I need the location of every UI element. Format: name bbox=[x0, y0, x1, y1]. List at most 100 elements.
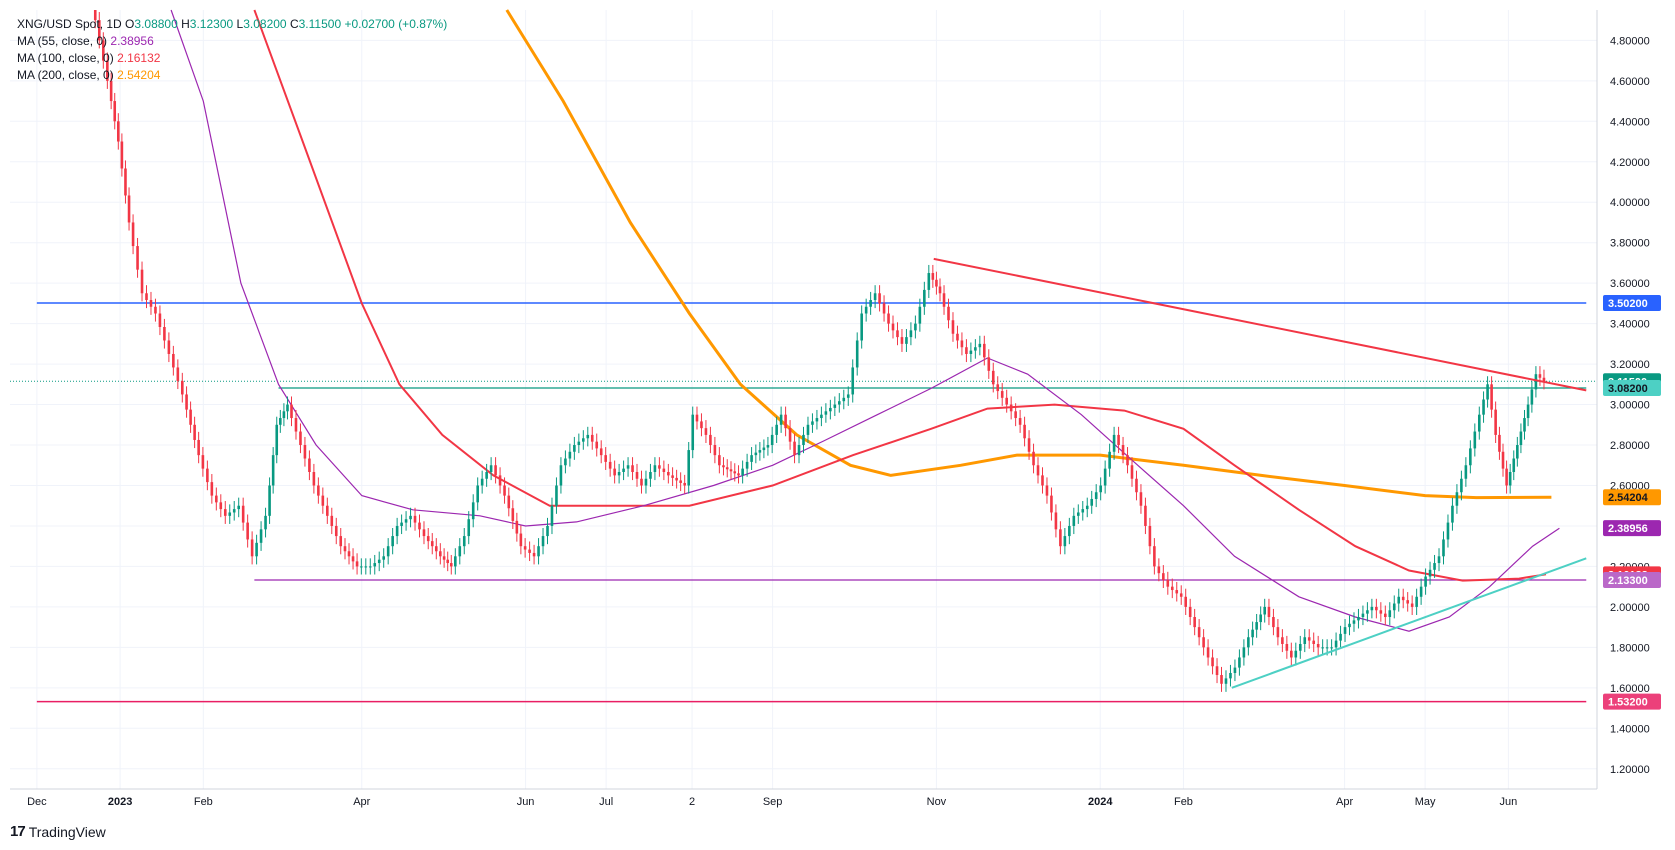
candle-body bbox=[507, 495, 511, 509]
candle-body bbox=[1339, 633, 1342, 641]
candle-body bbox=[1505, 468, 1508, 486]
candle-body bbox=[1352, 620, 1356, 624]
candle-body bbox=[754, 452, 758, 456]
candle-body bbox=[1081, 509, 1085, 513]
candle-body bbox=[537, 546, 540, 557]
candle-body bbox=[1526, 404, 1530, 419]
candle-body bbox=[1477, 414, 1481, 432]
candle-body bbox=[653, 465, 657, 473]
candle-body bbox=[1018, 418, 1022, 425]
candle-body bbox=[279, 418, 282, 425]
candle-body bbox=[1063, 536, 1067, 547]
brand-name: TradingView bbox=[28, 823, 106, 840]
candle-body bbox=[326, 505, 329, 516]
candle-body bbox=[1014, 411, 1017, 419]
candle-body bbox=[286, 404, 289, 412]
candle-body bbox=[290, 404, 293, 419]
candle-body bbox=[193, 424, 196, 440]
candle-body bbox=[631, 465, 634, 473]
candle-body bbox=[1361, 613, 1365, 618]
candle-body bbox=[1242, 647, 1246, 658]
candle-body bbox=[683, 482, 686, 486]
candle-body bbox=[788, 428, 792, 442]
candle-body bbox=[382, 556, 386, 560]
legend-high-label: H bbox=[181, 17, 190, 31]
candle-body bbox=[586, 434, 590, 439]
legend-symbol[interactable]: XNG/USD Spot, 1D bbox=[17, 17, 122, 31]
candle-body bbox=[255, 542, 258, 557]
legend-ma55-value: 2.38956 bbox=[110, 34, 154, 48]
candle-body bbox=[1162, 573, 1165, 580]
legend-ma100-row[interactable]: MA (100, close, 0) 2.16132 bbox=[17, 50, 447, 67]
candle-body bbox=[695, 414, 699, 422]
y-tick-label: 4.00000 bbox=[1610, 197, 1650, 209]
candle-body bbox=[758, 450, 762, 453]
candle-body bbox=[577, 441, 581, 446]
candle-body bbox=[317, 485, 320, 496]
x-tick-label: Sep bbox=[763, 796, 783, 808]
candle-body bbox=[1179, 593, 1183, 597]
candle-body bbox=[779, 414, 783, 425]
candle-body bbox=[228, 512, 232, 516]
candle-body bbox=[201, 455, 205, 469]
candle-body bbox=[820, 414, 823, 419]
legend-ma200-row[interactable]: MA (200, close, 0) 2.54204 bbox=[17, 67, 447, 84]
candle-body bbox=[838, 401, 841, 405]
candle-body bbox=[1401, 596, 1405, 601]
candle-body bbox=[604, 455, 607, 462]
candle-body bbox=[303, 445, 307, 459]
candle-body bbox=[679, 480, 682, 483]
candle-body bbox=[1036, 465, 1040, 476]
candle-body bbox=[189, 409, 192, 425]
y-tick-label: 4.60000 bbox=[1610, 76, 1650, 88]
candle-body bbox=[1343, 627, 1347, 634]
candle-body bbox=[1294, 650, 1298, 658]
ascending-trendline bbox=[1231, 557, 1587, 689]
candle-body bbox=[599, 448, 603, 456]
y-tick-label: 1.20000 bbox=[1610, 764, 1650, 776]
candle-body bbox=[93, 10, 97, 21]
candle-body bbox=[691, 414, 695, 451]
x-axis[interactable]: Dec 2023 Feb Apr Jun Jul 2 Sep Nov 2024 Feb Apr May J… bbox=[27, 796, 1517, 808]
candle-body bbox=[974, 347, 977, 351]
candle-body bbox=[1428, 569, 1432, 577]
candle-body bbox=[770, 434, 774, 446]
legend-high: 3.12300 bbox=[189, 17, 234, 31]
y-tick-label: 1.80000 bbox=[1610, 642, 1650, 654]
candle-body bbox=[1419, 586, 1423, 597]
candle-body bbox=[1202, 637, 1205, 648]
candle-body bbox=[1281, 637, 1284, 644]
candle-body bbox=[1247, 637, 1250, 648]
candle-body bbox=[590, 434, 594, 442]
candle-body bbox=[1045, 485, 1049, 496]
candle-body bbox=[1298, 643, 1302, 651]
candle-body bbox=[181, 380, 184, 395]
candle-body bbox=[232, 509, 236, 513]
candle-body bbox=[806, 424, 810, 435]
legend-open: 3.08800 bbox=[134, 17, 178, 31]
tradingview-brand[interactable]: 17 TradingView bbox=[10, 823, 106, 840]
legend-ma55-row[interactable]: MA (55, close, 0) 2.38956 bbox=[17, 33, 447, 50]
candle-body bbox=[1392, 603, 1396, 611]
candle-body bbox=[775, 424, 778, 435]
candle-body bbox=[887, 313, 890, 324]
candle-body bbox=[343, 546, 347, 552]
candle-body bbox=[1334, 640, 1338, 648]
candle-body bbox=[1059, 529, 1062, 547]
candle-body bbox=[97, 20, 101, 41]
candle-body bbox=[855, 340, 859, 368]
candle-body bbox=[991, 370, 995, 385]
chart-legend: XNG/USD Spot, 1D O3.08800 H3.12300 L3.08… bbox=[17, 16, 447, 84]
candle-body bbox=[347, 551, 351, 557]
x-tick-label: Apr bbox=[1336, 796, 1353, 808]
trendlines[interactable] bbox=[933, 257, 1587, 689]
candle-body bbox=[1112, 434, 1116, 452]
candle-body bbox=[1009, 404, 1013, 412]
candle-body bbox=[275, 424, 279, 456]
candle-body bbox=[1170, 586, 1174, 591]
descending-trendline bbox=[933, 257, 1587, 392]
candle-body bbox=[426, 536, 430, 542]
candle-body bbox=[458, 546, 462, 557]
candle-body bbox=[564, 458, 567, 466]
